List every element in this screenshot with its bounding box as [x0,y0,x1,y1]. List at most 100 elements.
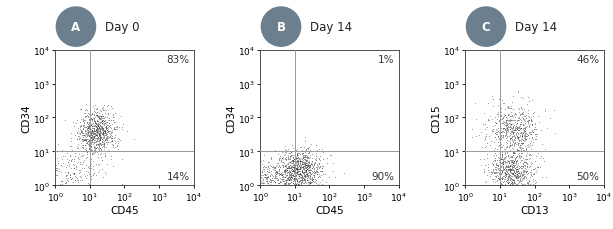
Point [71,165,81,169]
Point [517,178,527,182]
Point [314,166,324,170]
Point [513,176,523,180]
Point [482,156,492,160]
Point [495,107,505,111]
Point [512,131,522,134]
Point [75,175,85,178]
Point [328,169,338,173]
Point [296,174,306,177]
Point [278,173,287,177]
Point [511,162,521,166]
Point [509,123,519,127]
Point [304,183,314,186]
Point [84,113,94,117]
Point [91,129,101,133]
Point [288,169,298,173]
Point [513,136,523,140]
Point [530,126,540,130]
Point [518,118,528,122]
Point [83,122,93,126]
Point [281,173,291,177]
Point [292,171,302,174]
Point [508,131,518,134]
Point [113,136,123,140]
Point [295,152,305,156]
Point [495,107,505,111]
Point [305,164,314,167]
Point [302,164,311,168]
Point [280,172,290,176]
Point [511,119,520,123]
Point [302,171,311,174]
Point [87,118,97,121]
Point [303,164,313,168]
Point [290,162,300,166]
Point [61,173,70,177]
Point [79,138,89,142]
Point [525,131,535,134]
Point [79,123,89,127]
Point [95,118,105,122]
Point [524,153,534,156]
Point [517,121,527,125]
Point [80,134,90,138]
Point [520,138,530,142]
Point [285,164,295,167]
Point [525,182,535,185]
Point [512,155,522,159]
Point [512,167,522,171]
Point [501,124,511,128]
Point [94,123,104,127]
Point [290,172,300,176]
Point [504,175,514,178]
Point [516,140,525,143]
Point [97,131,107,134]
Point [475,158,485,162]
Point [105,133,115,136]
Point [509,172,519,175]
Point [288,174,298,177]
Point [493,110,503,114]
Point [311,150,321,154]
Point [93,116,103,119]
Point [270,167,280,170]
Point [500,134,509,138]
Point [502,180,512,184]
Point [289,177,299,181]
Point [267,166,276,169]
Point [96,115,106,118]
Point [95,138,105,142]
Point [303,176,313,180]
Point [295,181,305,185]
Point [270,181,280,184]
Point [94,123,104,127]
Point [296,149,306,153]
Point [496,130,506,134]
Point [506,177,516,181]
Point [493,127,503,131]
Point [495,121,505,125]
Point [83,182,93,185]
Point [97,121,107,125]
Point [509,95,519,98]
Point [94,123,104,127]
Point [516,146,525,150]
Point [300,175,310,179]
Point [66,140,75,144]
Point [103,149,113,152]
Point [506,168,516,172]
Point [497,171,507,175]
Point [96,131,105,135]
Point [101,127,110,131]
Point [103,136,113,140]
Point [502,130,512,134]
Point [310,174,319,177]
Point [286,174,296,178]
Point [510,121,520,125]
Point [88,136,97,140]
Point [516,137,526,141]
Point [294,174,304,177]
Point [517,135,527,139]
Point [294,183,303,187]
Point [518,97,528,101]
